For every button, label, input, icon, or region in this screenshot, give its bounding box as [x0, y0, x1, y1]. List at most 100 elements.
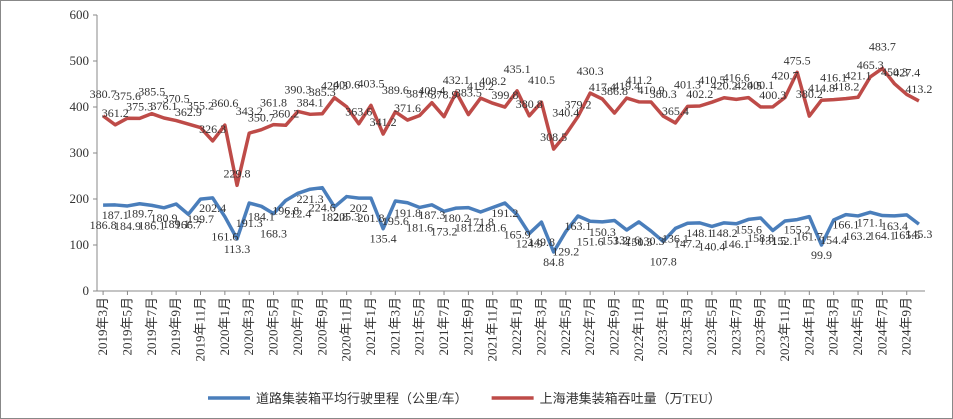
x-tick-label: 2022年9月: [607, 297, 622, 356]
data-label: 420.5: [735, 79, 762, 93]
data-label: 165.9: [504, 228, 531, 242]
data-label: 140.4: [698, 239, 725, 253]
data-label: 186.1: [138, 218, 165, 232]
data-label: 195.6: [382, 214, 409, 228]
data-label: 184.1: [248, 209, 275, 223]
data-label: 475.5: [784, 53, 811, 67]
data-label: 181.2: [455, 221, 482, 235]
data-label: 163.4: [881, 219, 908, 233]
data-label: 186.8: [90, 218, 117, 232]
data-label: 154.4: [820, 233, 847, 247]
data-label: 421.1: [845, 68, 872, 82]
data-label: 113.3: [224, 242, 251, 256]
data-label: 350.7: [248, 111, 275, 125]
data-label: 378.9: [431, 88, 458, 102]
x-tick-label: 2019年5月: [119, 297, 134, 356]
x-tick-label: 2021年1月: [363, 297, 378, 356]
data-label: 465.3: [857, 58, 884, 72]
data-label: 131.5: [759, 234, 786, 248]
data-label: 164.1: [869, 229, 896, 243]
y-tick-label: 100: [70, 237, 90, 252]
data-label: 163.2: [845, 229, 872, 243]
data-label: 399.8: [491, 88, 518, 102]
data-label: 340.4: [552, 105, 579, 119]
data-label: 107.8: [650, 254, 677, 268]
data-label: 84.8: [543, 255, 564, 269]
data-label: 152.1: [771, 234, 798, 248]
data-label: 180.9: [150, 211, 177, 225]
data-label: 221.3: [297, 192, 324, 206]
data-label: 380.8: [516, 97, 543, 111]
data-label: 158.8: [747, 231, 774, 245]
x-tick-label: 2023年5月: [704, 297, 719, 356]
data-label: 450.3: [881, 65, 908, 79]
data-label: 385.3: [309, 85, 336, 99]
data-label: 148.1: [686, 226, 713, 240]
data-label: 400.6: [333, 78, 360, 92]
data-label: 166.7: [175, 217, 202, 231]
data-label: 410.5: [528, 73, 555, 87]
x-tick-label: 2024年5月: [850, 297, 865, 356]
data-label: 381.6: [406, 86, 433, 100]
data-label: 420.2: [711, 79, 738, 93]
data-label: 145.3: [905, 227, 932, 241]
data-label: 370.5: [163, 92, 190, 106]
data-label: 389.6: [382, 83, 409, 97]
x-tick-label: 2021年5月: [412, 297, 427, 356]
data-label: 402.2: [686, 87, 713, 101]
x-tick-label: 2019年7月: [144, 297, 159, 356]
data-label: 416.6: [723, 70, 750, 84]
x-tick-label: 2021年11月: [485, 297, 500, 362]
data-label: 308.5: [540, 130, 567, 144]
data-label: 135.4: [370, 232, 397, 246]
data-label: 418.2: [832, 80, 859, 94]
data-label: 432.1: [443, 73, 470, 87]
data-label: 375.3: [126, 99, 153, 113]
data-label: 360.6: [211, 96, 238, 110]
x-tick-label: 2021年7月: [436, 297, 451, 356]
data-label: 326.3: [199, 122, 226, 136]
x-tick-label: 2024年9月: [899, 297, 914, 356]
data-label: 212.4: [284, 206, 311, 220]
x-tick-label: 2022年1月: [509, 297, 524, 356]
data-label: 360.2: [272, 106, 299, 120]
x-tick-label: 2022年11月: [631, 297, 646, 362]
data-label: 400.1: [747, 78, 774, 92]
data-label: 181.6: [479, 220, 506, 234]
data-label: 184.9: [114, 219, 141, 233]
data-label: 201.8: [357, 211, 384, 225]
data-label: 483.7: [869, 39, 896, 53]
y-tick-label: 200: [70, 191, 90, 206]
series-line: [103, 185, 920, 254]
data-label: 150.3: [625, 235, 652, 249]
data-label: 191.2: [491, 206, 518, 220]
data-label: 171.8: [467, 215, 494, 229]
data-label: 410.5: [698, 73, 725, 87]
data-label: 430.3: [577, 64, 604, 78]
data-label: 371.6: [394, 101, 421, 115]
data-label: 165.5: [893, 228, 920, 242]
data-label: 380.2: [796, 87, 823, 101]
x-tick-label: 2023年11月: [777, 297, 792, 362]
data-label: 168.3: [260, 227, 287, 241]
data-label: 130.3: [638, 234, 665, 248]
data-label: 166.1: [832, 218, 859, 232]
data-label: 155.2: [784, 223, 811, 237]
data-label: 427.4: [893, 65, 920, 79]
data-label: 376.1: [150, 99, 177, 113]
series-line: [102, 66, 920, 188]
data-label: 343.2: [236, 104, 263, 118]
x-tick-label: 2020年1月: [217, 297, 232, 356]
x-tick-label: 2020年11月: [339, 297, 354, 362]
data-label: 413.2: [905, 82, 932, 96]
data-label: 411.2: [626, 73, 653, 87]
data-label: 380.7: [90, 87, 117, 101]
data-label: 361.2: [102, 106, 129, 120]
data-label: 187.1: [102, 208, 129, 222]
x-tick-label: 2023年3月: [680, 297, 695, 356]
data-label: 171.1: [857, 215, 884, 229]
data-label: 224.6: [309, 201, 336, 215]
x-tick-label: 2023年7月: [728, 297, 743, 356]
data-label: 173.2: [431, 224, 458, 238]
data-label: 180.2: [443, 211, 470, 225]
